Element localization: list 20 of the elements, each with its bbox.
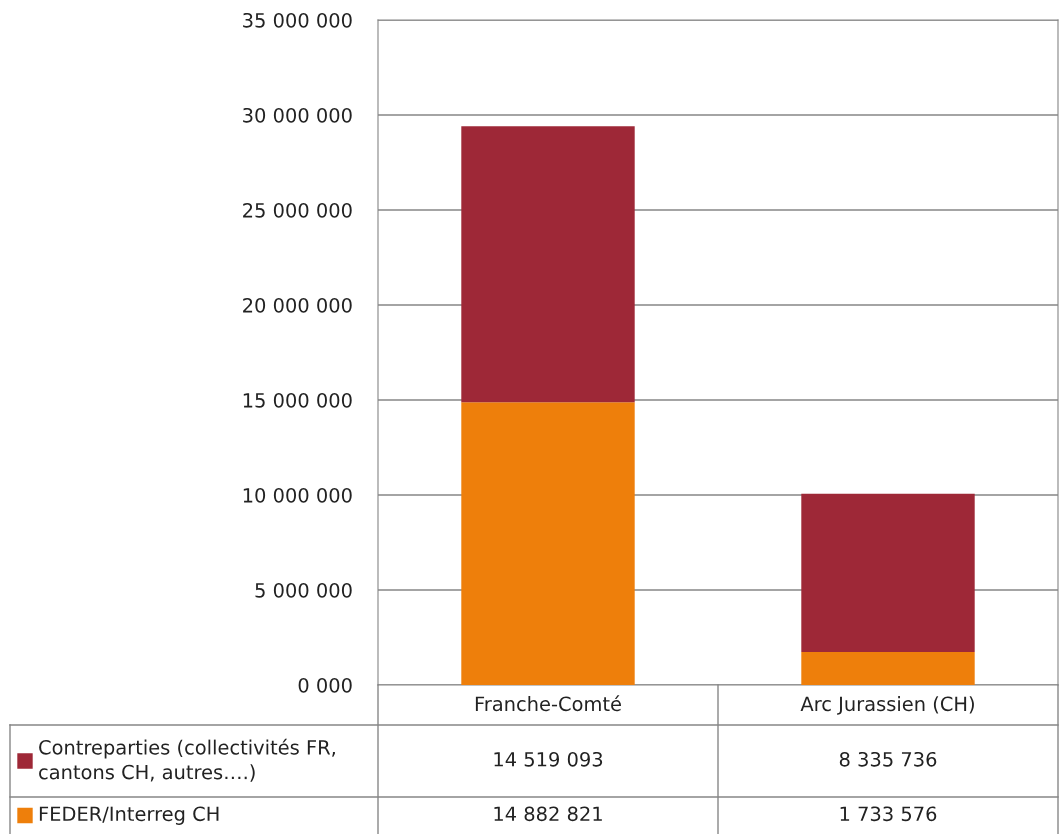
legend-label: FEDER/Interreg CH	[39, 806, 219, 825]
y-tick-label: 0 000	[298, 677, 352, 693]
y-tick-label: 20 000 000	[243, 297, 352, 313]
data-label: 1 733 576	[840, 806, 937, 822]
data-label: 14 882 821	[494, 806, 602, 822]
y-tick-label: 15 000 000	[243, 392, 352, 408]
data-label: 8 335 736	[839, 751, 937, 767]
x-tick-label: Arc Jurassien (CH)	[800, 696, 974, 715]
x-tick-label: Franche-Comté	[475, 695, 621, 712]
bar	[801, 493, 975, 653]
y-tick-label: 5 000 000	[255, 582, 352, 598]
y-tick-label: 30 000 000	[243, 107, 352, 123]
bar	[461, 126, 635, 403]
y-tick-label: 10 000 000	[243, 487, 352, 503]
y-tick-label: 25 000 000	[243, 202, 352, 218]
data-label: 14 519 093	[494, 751, 603, 767]
y-tick-label: 35 000 000	[243, 12, 352, 28]
legend-label: Contreparties (collectivités FR, cantons CH, autres….)	[39, 738, 335, 782]
bar	[461, 402, 635, 685]
bar	[801, 652, 975, 685]
